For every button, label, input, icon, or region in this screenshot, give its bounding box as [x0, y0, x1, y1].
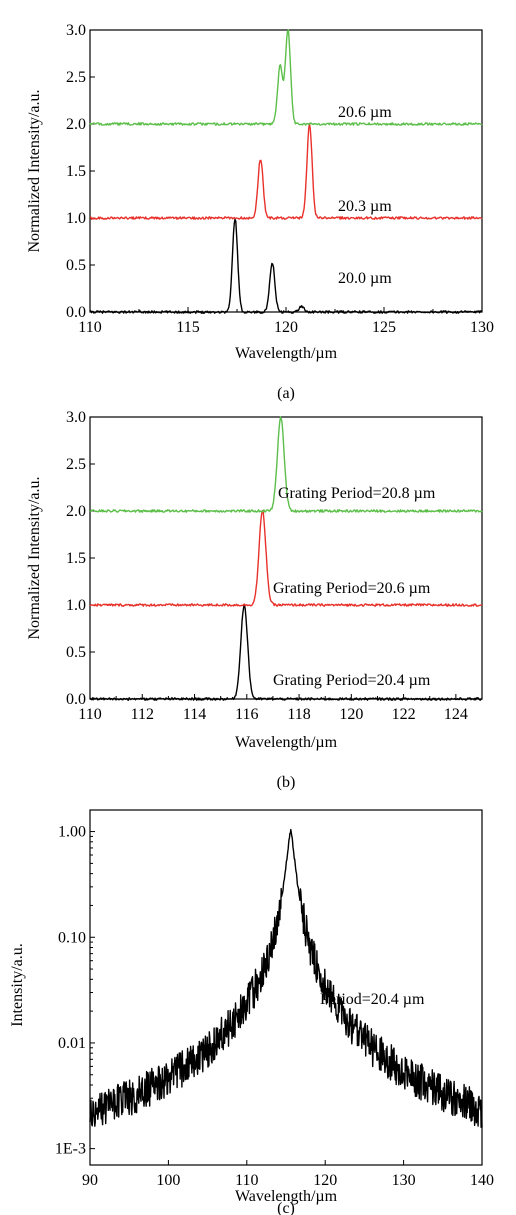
panel-b-xlabel: Wavelength/µm: [235, 734, 338, 751]
panel-a-annotation-20-6: 20.6 µm: [338, 104, 392, 121]
panel-a-ytick-label: 3.0: [66, 22, 86, 39]
panel-b-xtick-label: 114: [183, 706, 206, 723]
panel-b-xtick-label: 124: [444, 706, 468, 723]
panel-a-ytick-label: 1.0: [66, 210, 86, 227]
panel-c-series-0: [89, 828, 483, 1129]
panel-a-annotation-20-0: 20.0 µm: [338, 270, 392, 287]
panel-c-xtick-label: 100: [156, 1172, 180, 1189]
panel-a-xtick-label: 120: [274, 319, 298, 336]
panel-c-xtick-label: 140: [470, 1172, 494, 1189]
panel-b-ytick-label: 3.0: [66, 409, 86, 426]
panel-b-label: (b): [277, 774, 296, 791]
panel-c-xtick-label: 110: [235, 1172, 258, 1189]
panel-c-ytick-label: 1.00: [58, 824, 86, 841]
panel-c-ytick-label: 1E-3: [55, 1141, 86, 1158]
panel-b-xtick-label: 118: [287, 706, 310, 723]
panel-c-plot-frame: [89, 809, 483, 1166]
panel-b-ylabel: Normalized Intensity/a.u.: [26, 476, 43, 639]
panel-a-series-1: [89, 122, 483, 220]
panel-a-ticks: 110 115 120 125 130 0.0 0.5 1.0 1.5 2.0 2.5 3.0: [66, 22, 494, 336]
panel-c-xtick-label: 90: [82, 1172, 98, 1189]
panel-a-xtick-label: 110: [78, 319, 101, 336]
panel-a-ytick-label: 2.5: [66, 69, 86, 86]
panel-a-xtick-label: 115: [176, 319, 199, 336]
panel-a-series-2: [89, 29, 483, 126]
panel-c-xtick-label: 130: [392, 1172, 416, 1189]
panel-c-series: [89, 828, 483, 1129]
panel-b-annotation-20-8: Grating Period=20.8 µm: [278, 485, 436, 502]
panel-a-xlabel: Wavelength/µm: [235, 345, 338, 362]
panel-a-series-0: [89, 218, 483, 314]
panel-a-ytick-label: 0.0: [66, 304, 86, 321]
panel-b-plot-frame: [89, 416, 483, 700]
panel-b-xtick-label: 116: [235, 706, 258, 723]
panel-c-ticks: 90 100 110 120 130 140 1E-3 0.01 0.10 1.00: [55, 824, 494, 1189]
panel-c-annotation-period: Period=20.4 µm: [320, 991, 425, 1008]
panel-a-series: [89, 29, 483, 314]
panel-a-xtick-label: 130: [470, 319, 494, 336]
panel-a: 110 115 120 125 130 0.0 0.5 1.0 1.5 2.0 2.5 3.0 Wav…: [26, 22, 494, 402]
panel-b-ytick-label: 0.0: [66, 691, 86, 708]
panel-b-ytick-label: 1.5: [66, 550, 86, 567]
panel-c: 90 100 110 120 130 140 1E-3 0.01 0.10 1.00 Wavele…: [9, 809, 494, 1215]
panel-c-xtick-label: 120: [313, 1172, 337, 1189]
panel-a-plot-frame: [89, 29, 483, 313]
panel-b-xtick-label: 110: [78, 706, 101, 723]
panel-b-annotation-20-4: Grating Period=20.4 µm: [273, 672, 431, 689]
panel-b-ytick-label: 2.5: [66, 456, 86, 473]
panel-a-ytick-label: 0.5: [66, 257, 86, 274]
panel-a-ytick-label: 1.5: [66, 163, 86, 180]
panel-c-label: (c): [277, 1200, 295, 1215]
panel-a-label: (a): [277, 385, 295, 402]
panel-c-xlabel: Wavelength/µm: [235, 1188, 338, 1205]
panel-c-ytick-label: 0.10: [58, 929, 86, 946]
panel-b-ytick-label: 0.5: [66, 644, 86, 661]
panel-c-ylabel: Intensity/a.u.: [9, 943, 26, 1027]
panel-b-series-2: [89, 416, 483, 513]
panel-c-ytick-label: 0.01: [58, 1035, 86, 1052]
panel-b-ytick-label: 1.0: [66, 597, 86, 614]
panel-b-ytick-label: 2.0: [66, 503, 86, 520]
panel-a-ylabel: Normalized Intensity/a.u.: [26, 89, 43, 252]
panel-b-series-0: [89, 604, 482, 701]
panel-b-annotation-20-6: Grating Period=20.6 µm: [273, 580, 431, 597]
panel-a-annotation-20-3: 20.3 µm: [338, 198, 392, 215]
panel-b-series-1: [89, 509, 482, 607]
panel-b-xtick-label: 122: [392, 706, 416, 723]
panel-a-xtick-label: 125: [372, 319, 396, 336]
panel-b-xtick-label: 112: [131, 706, 154, 723]
panel-a-ytick-label: 2.0: [66, 116, 86, 133]
panel-b-xtick-label: 120: [339, 706, 363, 723]
panel-b-ticks: 110 112 114 116 118 120 122 124 0.0 0.5 1.0 1.5 2.0 2…: [66, 409, 468, 723]
panel-b-series: [89, 416, 483, 701]
panel-b: 110 112 114 116 118 120 122 124 0.0 0.5 1.0 1.5 2.0 2…: [26, 409, 483, 791]
